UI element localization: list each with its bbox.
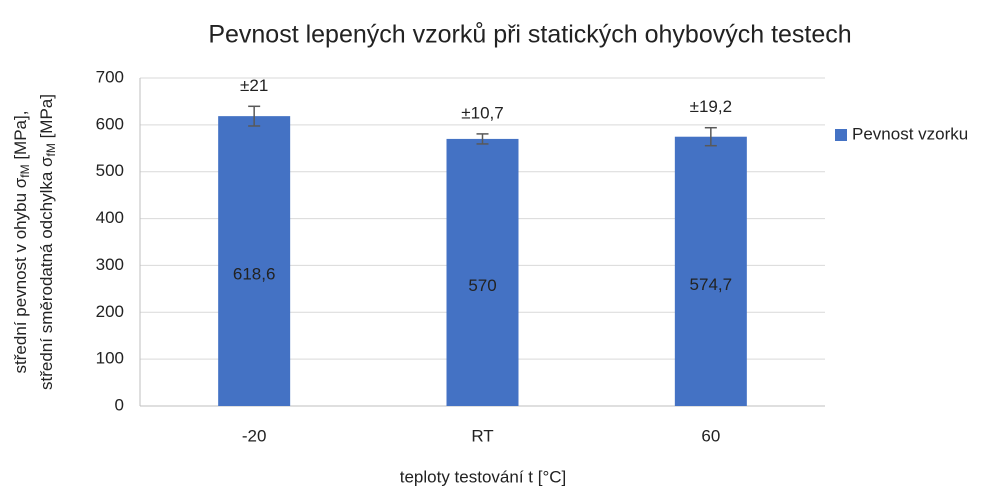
- error-label: ±10,7: [461, 103, 503, 122]
- y-tick-label: 600: [96, 114, 124, 133]
- y-tick-label: 100: [96, 349, 124, 368]
- bar: [446, 138, 519, 406]
- y-axis-label-part: [MPa]: [37, 94, 56, 143]
- y-axis-label-part: střední směrodatná odchylka σ: [37, 156, 56, 390]
- bar: [218, 116, 291, 406]
- y-tick-label: 200: [96, 302, 124, 321]
- data-label: 618,6: [233, 265, 276, 284]
- legend-label: Pevnost vzorku: [852, 124, 968, 143]
- x-tick-label: RT: [471, 426, 493, 445]
- y-tick-label: 300: [96, 255, 124, 274]
- y-axis-label-part: fM: [44, 143, 58, 156]
- y-axis-label-part: fM: [18, 164, 32, 177]
- y-tick-label: 700: [96, 67, 124, 86]
- x-tick-label: -20: [242, 426, 267, 445]
- y-tick-label: 500: [96, 161, 124, 180]
- x-axis-label: teploty testování t [°C]: [400, 467, 567, 486]
- y-axis-label: střední směrodatná odchylka σfM [MPa]: [37, 94, 58, 390]
- error-bar: [248, 105, 261, 127]
- y-axis-label: střední pevnost v ohybu σfM [MPa],: [11, 111, 32, 374]
- y-axis-label-part: střední pevnost v ohybu σ: [11, 177, 30, 373]
- error-label: ±19,2: [690, 97, 732, 116]
- y-axis-label-part: [MPa],: [11, 111, 30, 165]
- data-label: 570: [468, 276, 496, 295]
- error-bar: [476, 133, 489, 145]
- bar: [674, 136, 747, 406]
- legend-swatch: [835, 129, 847, 141]
- error-bar: [704, 126, 717, 147]
- x-tick-label: 60: [701, 426, 720, 445]
- error-label: ±21: [240, 76, 268, 95]
- chart-title: Pevnost lepených vzorků při statických o…: [208, 21, 851, 49]
- y-tick-label: 400: [96, 208, 124, 227]
- y-tick-label: 0: [115, 395, 124, 414]
- data-label: 574,7: [690, 275, 733, 294]
